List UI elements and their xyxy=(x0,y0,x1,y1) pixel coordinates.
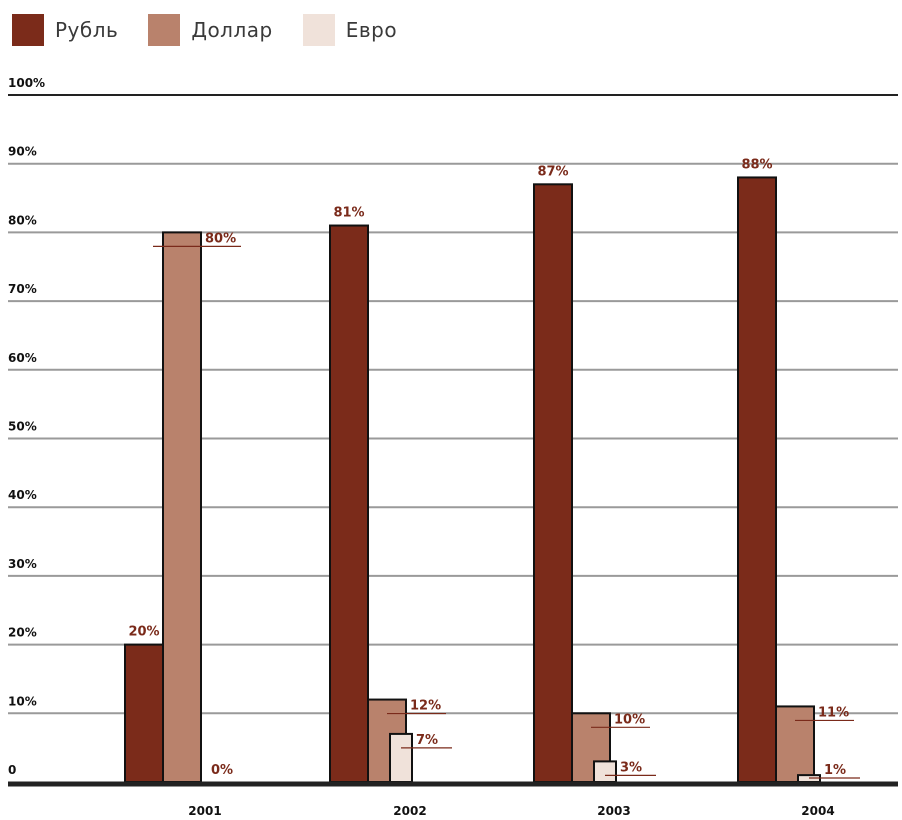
data-label: 11% xyxy=(818,705,849,720)
legend-swatch-dollar xyxy=(148,14,181,46)
y-tick-label: 60% xyxy=(8,351,37,365)
bar-Доллар-2001 xyxy=(162,231,202,783)
data-label: 20% xyxy=(128,625,159,640)
legend-label-ruble: Рубль xyxy=(55,18,119,42)
bar-Евро-2003 xyxy=(593,760,617,784)
x-tick-label: 2003 xyxy=(597,804,630,818)
data-label: 3% xyxy=(620,760,642,775)
x-tick-label: 2004 xyxy=(801,804,834,818)
y-tick-label: 70% xyxy=(8,282,37,296)
bar-Рубль-2002 xyxy=(329,224,369,783)
data-label: 88% xyxy=(741,157,772,172)
y-tick-label: 80% xyxy=(8,213,37,227)
y-tick-label: 30% xyxy=(8,557,37,571)
y-tick-label: 0 xyxy=(8,763,16,777)
bar-Рубль-2001 xyxy=(124,643,164,783)
y-tick-label: 20% xyxy=(8,626,37,640)
x-tick-label: 2002 xyxy=(393,804,426,818)
legend-label-dollar: Доллар xyxy=(191,18,273,42)
bar-Рубль-2003 xyxy=(533,183,573,783)
legend-item-dollar: Доллар xyxy=(148,14,272,46)
legend-label-euro: Евро xyxy=(345,18,398,42)
data-label: 87% xyxy=(537,164,568,179)
bar-Рубль-2004 xyxy=(737,176,777,783)
y-tick-label: 50% xyxy=(8,420,37,434)
data-label: 80% xyxy=(205,231,236,246)
bar-Евро-2002 xyxy=(389,732,413,783)
data-label: 0% xyxy=(211,763,233,778)
y-tick-label: 10% xyxy=(8,694,37,708)
legend-swatch-euro xyxy=(302,14,335,46)
legend-swatch-ruble xyxy=(12,14,44,46)
y-tick-label: 40% xyxy=(8,488,37,502)
data-label: 12% xyxy=(410,699,441,714)
legend-item-euro: Евро xyxy=(302,14,398,46)
data-label: 81% xyxy=(333,206,364,221)
data-label: 10% xyxy=(614,712,645,727)
data-label: 7% xyxy=(416,733,438,748)
chart-legend: Рубль Доллар Евро xyxy=(12,14,427,46)
bar-Доллар-2004 xyxy=(775,705,815,783)
x-tick-label: 2001 xyxy=(188,804,221,818)
data-label: 1% xyxy=(824,763,846,778)
y-tick-label: 100% xyxy=(8,76,45,90)
y-tick-label: 90% xyxy=(8,145,37,159)
legend-item-ruble: Рубль xyxy=(12,14,118,46)
